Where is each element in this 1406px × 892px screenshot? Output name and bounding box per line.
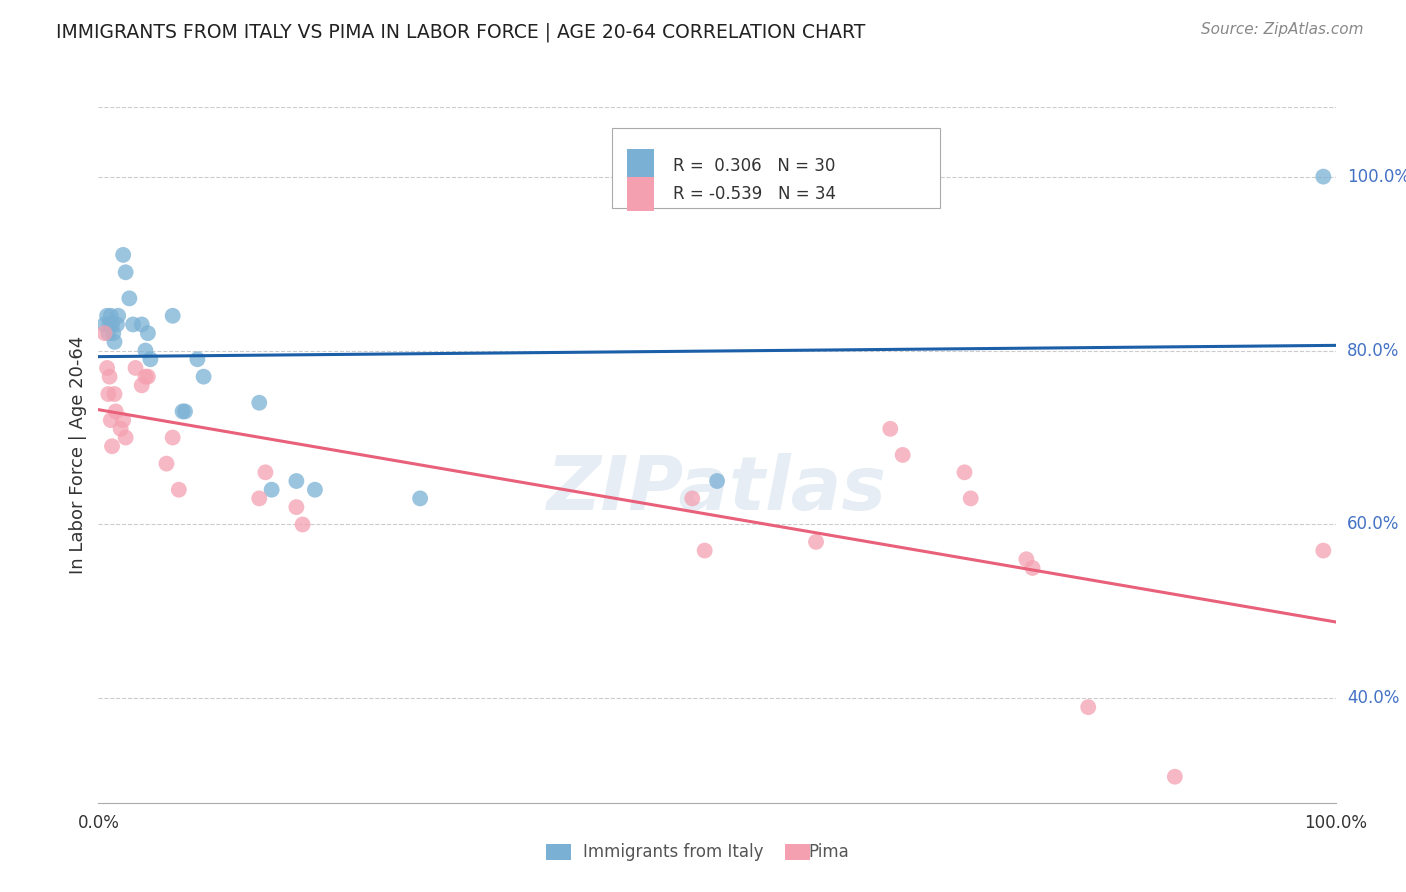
Point: [110, 422, 132, 436]
Point: [681, 491, 703, 506]
Text: ZIPatlas: ZIPatlas: [547, 453, 887, 526]
Text: 80.0%: 80.0%: [1347, 342, 1399, 359]
Point: [291, 517, 314, 532]
Y-axis label: In Labor Force | Age 20-64: In Labor Force | Age 20-64: [69, 335, 87, 574]
Point: [1312, 543, 1334, 558]
Point: [114, 431, 136, 445]
Point: [162, 309, 184, 323]
Point: [804, 535, 827, 549]
Point: [100, 413, 122, 427]
Text: 100.0%: 100.0%: [1347, 168, 1406, 186]
Point: [1312, 169, 1334, 184]
Point: [260, 483, 283, 497]
Point: [134, 343, 156, 358]
Point: [97, 387, 120, 401]
Point: [174, 404, 197, 418]
Point: [98, 318, 121, 332]
Point: [247, 396, 270, 410]
Point: [172, 404, 194, 418]
Text: Source: ZipAtlas.com: Source: ZipAtlas.com: [1201, 22, 1364, 37]
Point: [879, 422, 901, 436]
Point: [98, 369, 121, 384]
Point: [101, 439, 124, 453]
Point: [247, 491, 270, 506]
Point: [112, 248, 135, 262]
Point: [101, 318, 124, 332]
Text: R =  0.306   N = 30: R = 0.306 N = 30: [672, 157, 835, 175]
Point: [124, 360, 146, 375]
Point: [131, 378, 153, 392]
Point: [114, 265, 136, 279]
Point: [891, 448, 914, 462]
Point: [131, 318, 153, 332]
Point: [118, 291, 141, 305]
Point: [103, 387, 125, 401]
Point: [112, 413, 135, 427]
Point: [103, 334, 125, 349]
Point: [155, 457, 177, 471]
Text: Immigrants from Italy: Immigrants from Italy: [583, 843, 763, 861]
Point: [136, 326, 159, 341]
Point: [959, 491, 981, 506]
Point: [162, 431, 184, 445]
Text: R = -0.539   N = 34: R = -0.539 N = 34: [672, 185, 835, 203]
FancyBboxPatch shape: [627, 150, 654, 183]
Point: [107, 309, 129, 323]
Text: Pima: Pima: [808, 843, 849, 861]
Point: [409, 491, 432, 506]
Point: [706, 474, 728, 488]
FancyBboxPatch shape: [627, 178, 654, 211]
Point: [105, 318, 128, 332]
Point: [304, 483, 326, 497]
Text: IMMIGRANTS FROM ITALY VS PIMA IN LABOR FORCE | AGE 20-64 CORRELATION CHART: IMMIGRANTS FROM ITALY VS PIMA IN LABOR F…: [56, 22, 866, 42]
Point: [693, 543, 716, 558]
Text: 60.0%: 60.0%: [1347, 516, 1399, 533]
Point: [139, 352, 162, 367]
Point: [97, 326, 120, 341]
Text: 40.0%: 40.0%: [1347, 690, 1399, 707]
Point: [1015, 552, 1038, 566]
Point: [93, 318, 115, 332]
Point: [285, 474, 308, 488]
Point: [193, 369, 215, 384]
Point: [186, 352, 208, 367]
Point: [254, 466, 277, 480]
Point: [134, 369, 156, 384]
Point: [93, 326, 115, 341]
Point: [96, 360, 118, 375]
Point: [1021, 561, 1043, 575]
Point: [1164, 770, 1187, 784]
Point: [285, 500, 308, 514]
Point: [167, 483, 190, 497]
Point: [136, 369, 159, 384]
FancyBboxPatch shape: [612, 128, 939, 208]
Point: [953, 466, 976, 480]
Point: [1077, 700, 1099, 714]
Point: [103, 326, 125, 341]
Point: [96, 309, 118, 323]
Point: [100, 309, 122, 323]
Point: [104, 404, 127, 418]
Point: [122, 318, 145, 332]
